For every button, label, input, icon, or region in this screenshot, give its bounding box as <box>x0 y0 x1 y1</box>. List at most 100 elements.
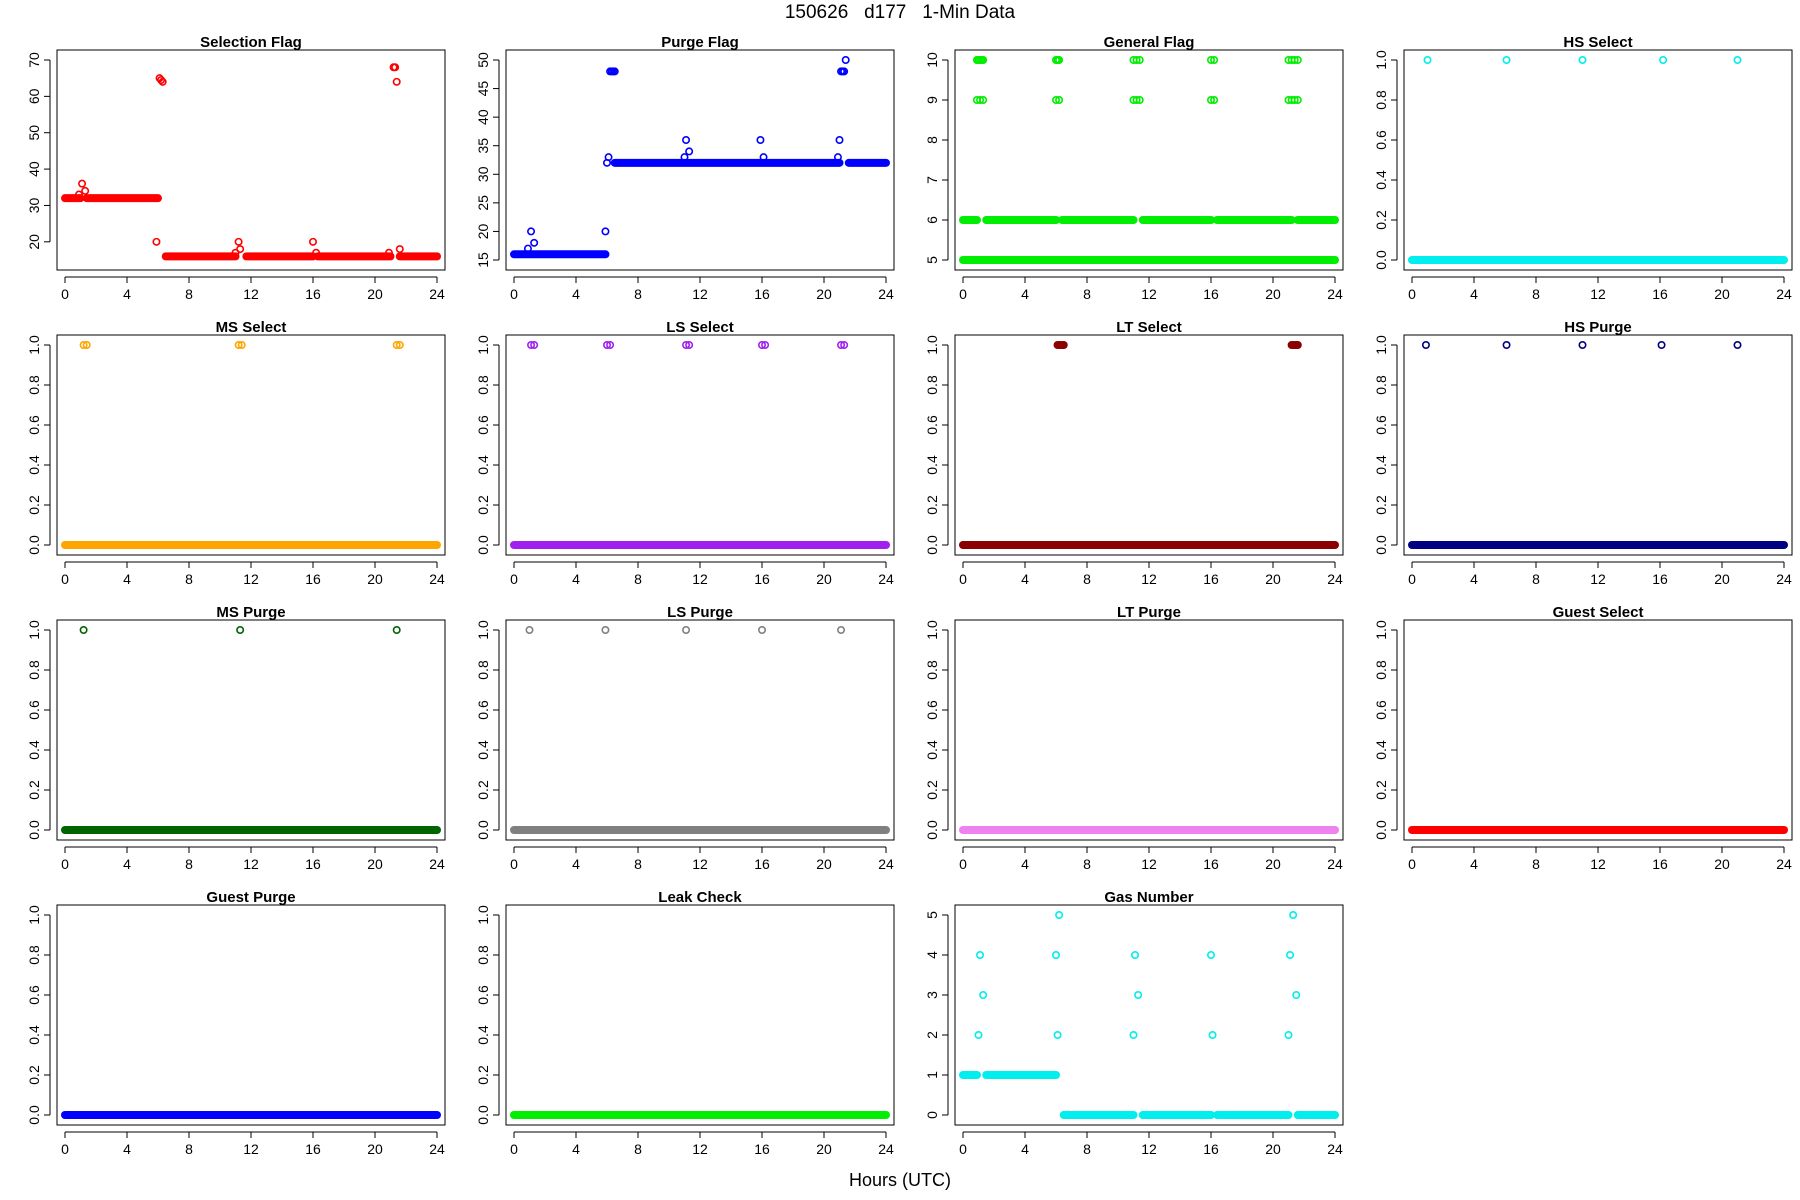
y-tick-label: 30 <box>26 197 42 213</box>
data-point <box>610 67 619 76</box>
data-point <box>79 340 88 349</box>
x-tick-label: 12 <box>692 1141 708 1157</box>
y-tick-label: 1.0 <box>475 620 491 640</box>
y-tick-label: 0.8 <box>1373 375 1389 395</box>
y-tick-label: 0.0 <box>1373 820 1389 840</box>
x-tick-label: 4 <box>572 571 580 587</box>
data-point <box>78 179 87 188</box>
x-tick-label: 20 <box>816 1141 832 1157</box>
x-tick-label: 0 <box>1408 571 1416 587</box>
y-tick-label: 0.4 <box>1373 455 1389 475</box>
y-tick-label: 0.4 <box>26 740 42 760</box>
x-tick-label: 0 <box>61 571 69 587</box>
plot-frame <box>954 904 1344 1126</box>
data-point <box>1055 910 1064 919</box>
y-tick-label: 1.0 <box>1373 50 1389 70</box>
y-tick-label: 7 <box>924 176 940 184</box>
y-tick-label: 0.8 <box>475 945 491 965</box>
x-tick-label: 4 <box>1021 856 1029 872</box>
x-tick-label: 8 <box>634 571 642 587</box>
data-point <box>841 55 850 64</box>
x-tick-label: 12 <box>1590 571 1606 587</box>
y-tick-label: 0.2 <box>1373 780 1389 800</box>
data-point <box>527 227 536 236</box>
y-tick-label: 0.6 <box>1373 130 1389 150</box>
x-tick-label: 12 <box>243 286 259 302</box>
panel-title: Selection Flag <box>200 34 302 51</box>
x-tick-label: 8 <box>185 286 193 302</box>
y-tick-label: 0.8 <box>26 375 42 395</box>
plot-frame <box>56 334 446 556</box>
y-tick-label: 6 <box>924 216 940 224</box>
data-point <box>759 153 768 162</box>
figure-title: 150626 d177 1-Min Data <box>784 2 1016 23</box>
panel-lt-purge: LT Purge 0 4 8 12 16 20 24 0.0 0.2 0.4 0.6 0.8 1.0 <box>924 604 1344 872</box>
y-tick-label: 0.2 <box>475 780 491 800</box>
data-point <box>158 77 167 86</box>
data-point <box>392 77 401 86</box>
y-tick-label: 0.2 <box>26 1065 42 1085</box>
plot-frame <box>954 334 1344 556</box>
data-point <box>1135 55 1144 64</box>
x-tick-label: 0 <box>61 1141 69 1157</box>
data-point <box>391 63 400 72</box>
data-point <box>1578 55 1587 64</box>
data-point <box>761 340 770 349</box>
y-tick-label: 0.4 <box>475 1025 491 1045</box>
y-tick-label: 0.2 <box>924 780 940 800</box>
panel-title: HS Purge <box>1564 319 1632 336</box>
data-point <box>312 248 321 257</box>
y-tick-label: 0.4 <box>924 740 940 760</box>
x-tick-label: 16 <box>1652 571 1668 587</box>
x-tick-label: 24 <box>878 856 894 872</box>
y-tick-label: 3 <box>924 991 940 999</box>
x-tick-label: 8 <box>1083 1141 1091 1157</box>
x-tick-label: 4 <box>572 856 580 872</box>
x-tick-label: 8 <box>1532 856 1540 872</box>
y-tick-label: 0.2 <box>1373 210 1389 230</box>
x-tick-label: 12 <box>692 286 708 302</box>
panel-title: Guest Select <box>1553 604 1644 621</box>
x-tick-label: 16 <box>305 571 321 587</box>
panel-leak-check: Leak Check 0 4 8 12 16 20 24 0.0 0.2 0.4 0.6 0.8 1.0 <box>475 889 895 1157</box>
y-tick-label: 0.4 <box>1373 170 1389 190</box>
y-tick-label: 0.0 <box>26 820 42 840</box>
x-tick-label: 4 <box>572 1141 580 1157</box>
data-point <box>1733 340 1742 349</box>
data-point <box>601 625 610 634</box>
y-tick-label: 5 <box>924 911 940 919</box>
y-tick-label: 0.4 <box>924 455 940 475</box>
y-tick-label: 0.0 <box>26 1105 42 1125</box>
panel-title: MS Select <box>216 319 287 336</box>
data-point <box>1207 55 1216 64</box>
y-tick-label: 15 <box>475 252 491 268</box>
x-tick-label: 24 <box>429 286 445 302</box>
x-tick-label: 24 <box>878 286 894 302</box>
data-point <box>395 245 404 254</box>
panel-title: Leak Check <box>658 889 742 906</box>
y-tick-label: 0.2 <box>475 1065 491 1085</box>
data-point <box>682 625 691 634</box>
x-tick-label: 12 <box>1141 856 1157 872</box>
x-tick-label: 24 <box>878 571 894 587</box>
panel-selection-flag: Selection Flag 0 4 8 12 16 20 24 20 30 40 50 60 70 <box>26 34 446 302</box>
y-tick-label: 0.6 <box>26 700 42 720</box>
data-point <box>1423 55 1432 64</box>
panel-title: Gas Number <box>1104 889 1193 906</box>
data-point <box>1290 96 1299 105</box>
x-tick-label: 16 <box>305 856 321 872</box>
panel-lt-select: LT Select 0 4 8 12 16 20 24 0.0 0.2 0.4 0.6 0.8 1.0 <box>924 319 1344 587</box>
x-tick-label: 16 <box>305 286 321 302</box>
panel-guest-select: Guest Select 0 4 8 12 16 20 24 0.0 0.2 0.4 0.6 0.8 1.… <box>1373 604 1793 872</box>
data-point <box>606 340 615 349</box>
y-tick-label: 0 <box>924 1111 940 1119</box>
data-point <box>1052 96 1061 105</box>
data-point <box>1502 340 1511 349</box>
x-tick-label: 20 <box>1714 571 1730 587</box>
y-tick-label: 0.0 <box>475 1105 491 1125</box>
x-tick-label: 8 <box>1532 571 1540 587</box>
y-tick-label: 0.8 <box>475 375 491 395</box>
x-tick-label: 8 <box>185 1141 193 1157</box>
x-tick-label: 4 <box>123 856 131 872</box>
plot-frame <box>954 619 1344 841</box>
